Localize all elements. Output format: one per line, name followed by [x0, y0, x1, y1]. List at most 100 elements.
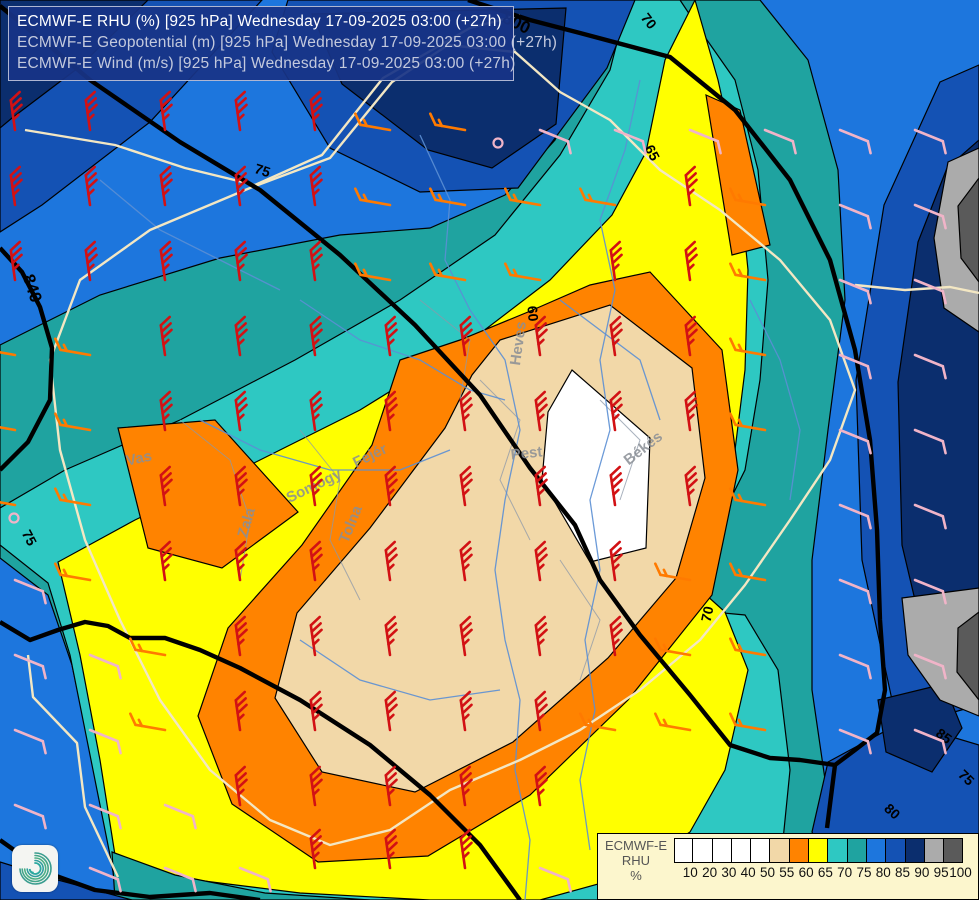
wind-barb [309, 540, 323, 582]
wind-barb [728, 187, 767, 207]
wind-barb [684, 465, 698, 507]
wind-barb [159, 465, 173, 507]
county-border-line [559, 559, 601, 681]
legend-tick-label: 100 [949, 865, 972, 880]
wind-barb [534, 315, 548, 357]
rh-contour-label: 65 [642, 142, 664, 163]
rh-contour-label: 60 [524, 305, 541, 322]
legend-title-line: RHU [621, 853, 651, 868]
wind-barb [459, 690, 473, 732]
wind-barb [534, 765, 548, 807]
wind-barb [163, 803, 197, 830]
wind-barb [728, 337, 767, 357]
wind-barb [459, 765, 473, 807]
wind-barb [384, 465, 398, 507]
legend-tick-label: 30 [721, 865, 737, 880]
wind-barb [0, 498, 17, 507]
wind-barb [9, 90, 23, 132]
wind-barb [913, 278, 947, 305]
wind-barb [838, 353, 872, 380]
wind-barb [88, 653, 122, 680]
wind-barb [728, 487, 767, 507]
wind-barb [309, 315, 323, 357]
wind-barb [159, 540, 173, 582]
county-border-line [479, 379, 531, 541]
legend-tick-label: 40 [740, 865, 756, 880]
wind-barb [459, 390, 473, 432]
wind-barb [913, 653, 947, 680]
wind-barb [384, 315, 398, 357]
wind-barb [159, 165, 173, 207]
legend-swatch-85 [886, 838, 906, 863]
river-line [559, 299, 661, 421]
region-darkgray-ne [957, 177, 979, 283]
wind-barb [234, 690, 248, 732]
wind-barb [684, 165, 698, 207]
country-border-line [48, 43, 857, 847]
region-darkgray-se [956, 611, 979, 701]
wind-barb [309, 240, 323, 282]
title-box: ECMWF-E RHU (%) [925 hPa] Wednesday 17-0… [8, 6, 558, 81]
rh-contour-label: 75 [19, 527, 41, 548]
wind-barb [159, 315, 173, 357]
legend-tick-label: 55 [779, 865, 795, 880]
wind-barb [128, 712, 167, 732]
wind-barb [838, 728, 872, 755]
legend-tick-label: 70 [837, 865, 853, 880]
wind-barb [653, 637, 692, 657]
legend-swatch-100 [944, 838, 964, 863]
legend-tick-label: 65 [817, 865, 833, 880]
legend-swatches [674, 838, 964, 863]
wind-barb [163, 866, 197, 893]
wind-barb [684, 315, 698, 357]
wind-barb [384, 390, 398, 432]
legend-tick-label: 80 [875, 865, 891, 880]
region-orange-patch-west [117, 419, 299, 569]
wind-barb [913, 203, 947, 230]
wind-barb [684, 390, 698, 432]
country-border-line [26, 654, 120, 878]
wind-barb [609, 315, 623, 357]
wind-barb [534, 615, 548, 657]
wind-barb [0, 348, 17, 357]
wind-barb [353, 262, 392, 282]
wind-barb [88, 866, 122, 893]
wind-barb [838, 653, 872, 680]
wind-barb [384, 690, 398, 732]
wind-barb [459, 315, 473, 357]
wind-barb [688, 128, 722, 155]
wind-barb [53, 337, 92, 357]
legend-title: ECMWF-E RHU% [598, 834, 674, 883]
wind-barb [309, 765, 323, 807]
wind-barb [913, 128, 947, 155]
legend-tick-label: 90 [914, 865, 930, 880]
legend-swatch-95 [924, 838, 945, 863]
wind-barb [353, 112, 392, 132]
wind-barb [838, 503, 872, 530]
wind-barb [428, 112, 467, 132]
legend-tick-label: 20 [702, 865, 718, 880]
wind-barb [309, 390, 323, 432]
legend-title-line: ECMWF-E [604, 838, 668, 853]
wind-barb [234, 90, 248, 132]
legend-tick-label: 75 [856, 865, 872, 880]
spiral-icon [19, 852, 52, 885]
legend-swatch-75 [847, 838, 867, 863]
river-line [199, 419, 451, 471]
geopotential-contour [0, 619, 522, 900]
wind-barb [234, 540, 248, 582]
wind-barb [609, 240, 623, 282]
wind-barb [503, 262, 542, 282]
county-border-line [299, 429, 361, 601]
wind-barb [13, 653, 47, 680]
wind-barb [653, 712, 692, 732]
wind-barb [234, 165, 248, 207]
geopotential-contour [467, 0, 888, 767]
legend-tick-label: 85 [895, 865, 911, 880]
wind-barb [428, 187, 467, 207]
legend-title-line: % [630, 868, 642, 883]
country-border-line [854, 283, 979, 295]
wind-barb [84, 240, 98, 282]
title-line-2: ECMWF-E Geopotential (m) [925 hPa] Wedne… [17, 34, 558, 51]
